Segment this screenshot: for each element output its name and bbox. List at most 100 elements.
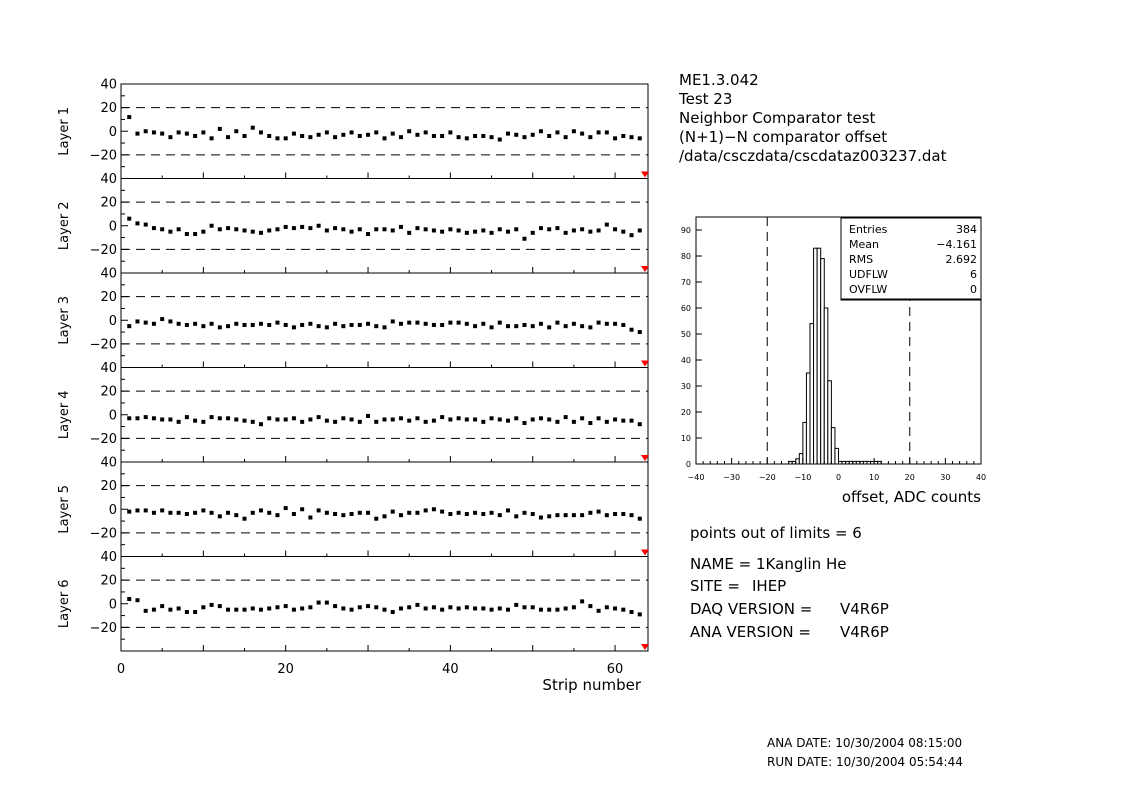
data-point bbox=[456, 320, 461, 325]
data-point bbox=[629, 513, 634, 518]
data-point bbox=[135, 598, 140, 603]
data-point bbox=[382, 227, 387, 232]
x-tick-label: −40 bbox=[688, 473, 705, 482]
stats-label: RMS bbox=[849, 253, 873, 266]
data-point bbox=[423, 321, 428, 326]
data-point bbox=[242, 322, 247, 327]
y-tick-label: 40 bbox=[100, 267, 117, 282]
data-point bbox=[497, 227, 502, 232]
data-point bbox=[267, 228, 272, 233]
data-point bbox=[423, 130, 428, 135]
histogram-bin bbox=[813, 247, 818, 465]
data-point bbox=[366, 510, 371, 515]
data-point bbox=[324, 130, 329, 135]
data-point bbox=[547, 325, 552, 330]
data-point bbox=[588, 229, 593, 234]
data-point bbox=[176, 227, 181, 232]
data-point bbox=[201, 508, 206, 513]
data-point bbox=[143, 415, 148, 420]
x-tick-label: 0 bbox=[836, 473, 841, 482]
data-point bbox=[300, 322, 305, 327]
data-point bbox=[464, 511, 469, 516]
data-point bbox=[349, 229, 354, 234]
test-name: Neighbor Comparator test bbox=[679, 109, 876, 127]
data-point bbox=[464, 230, 469, 235]
data-point bbox=[151, 416, 156, 421]
data-point bbox=[415, 602, 420, 607]
data-point bbox=[333, 226, 338, 231]
data-point bbox=[538, 416, 543, 421]
data-point bbox=[637, 136, 642, 141]
data-point bbox=[382, 607, 387, 612]
data-point bbox=[209, 136, 214, 141]
data-point bbox=[176, 606, 181, 611]
data-point bbox=[151, 510, 156, 515]
data-point bbox=[473, 229, 478, 234]
data-point bbox=[184, 232, 189, 237]
data-point bbox=[234, 227, 239, 232]
data-point bbox=[226, 324, 231, 329]
data-point bbox=[538, 515, 543, 520]
data-point bbox=[201, 419, 206, 424]
data-point bbox=[316, 324, 321, 329]
data-point bbox=[596, 320, 601, 325]
data-point bbox=[242, 418, 247, 423]
data-point bbox=[258, 230, 263, 235]
x-tick-label: −10 bbox=[794, 473, 811, 482]
overflow-marker bbox=[641, 455, 649, 461]
data-point bbox=[349, 322, 354, 327]
data-point bbox=[440, 133, 445, 138]
data-point bbox=[423, 419, 428, 424]
data-point bbox=[538, 129, 543, 134]
data-point bbox=[621, 229, 626, 234]
data-point bbox=[366, 232, 371, 237]
data-point bbox=[398, 321, 403, 326]
y-tick-label: 80 bbox=[681, 252, 691, 261]
data-point bbox=[580, 513, 585, 518]
data-point bbox=[349, 130, 354, 135]
data-point bbox=[431, 228, 436, 233]
data-point bbox=[382, 417, 387, 422]
data-point bbox=[357, 419, 362, 424]
data-point bbox=[407, 605, 412, 610]
data-point bbox=[184, 322, 189, 327]
layer-label: Layer 4 bbox=[57, 390, 72, 439]
data-point bbox=[588, 325, 593, 330]
data-point bbox=[464, 605, 469, 610]
histogram-bin bbox=[859, 460, 864, 465]
data-point bbox=[481, 228, 486, 233]
data-point bbox=[563, 513, 568, 518]
data-point bbox=[555, 607, 560, 612]
y-tick-label: 10 bbox=[681, 434, 691, 443]
histogram-bin bbox=[823, 307, 829, 465]
y-tick-label: 20 bbox=[100, 101, 117, 116]
data-point bbox=[538, 321, 543, 326]
data-point bbox=[176, 130, 181, 135]
data-point bbox=[143, 222, 148, 227]
data-point bbox=[547, 417, 552, 422]
data-point bbox=[374, 130, 379, 135]
data-point bbox=[374, 516, 379, 521]
data-point bbox=[382, 136, 387, 141]
x-tick-label: 40 bbox=[976, 473, 986, 482]
data-point bbox=[341, 606, 346, 611]
histogram-bin bbox=[841, 460, 847, 465]
data-point bbox=[390, 509, 395, 514]
stats-value: −4.161 bbox=[936, 238, 977, 251]
data-point bbox=[489, 510, 494, 515]
data-point bbox=[514, 132, 519, 137]
y-tick-label: 20 bbox=[100, 479, 117, 494]
histogram-bin bbox=[791, 460, 797, 465]
data-point bbox=[234, 513, 239, 518]
data-point bbox=[357, 322, 362, 327]
data-point bbox=[596, 608, 601, 613]
data-point bbox=[621, 133, 626, 138]
data-point bbox=[324, 325, 329, 330]
data-point bbox=[423, 606, 428, 611]
data-point bbox=[506, 324, 511, 329]
data-point bbox=[143, 508, 148, 513]
y-tick-label: −20 bbox=[90, 432, 117, 447]
analysis-date: ANA DATE: 10/30/2004 08:15:00 bbox=[767, 736, 963, 750]
data-point bbox=[456, 416, 461, 421]
